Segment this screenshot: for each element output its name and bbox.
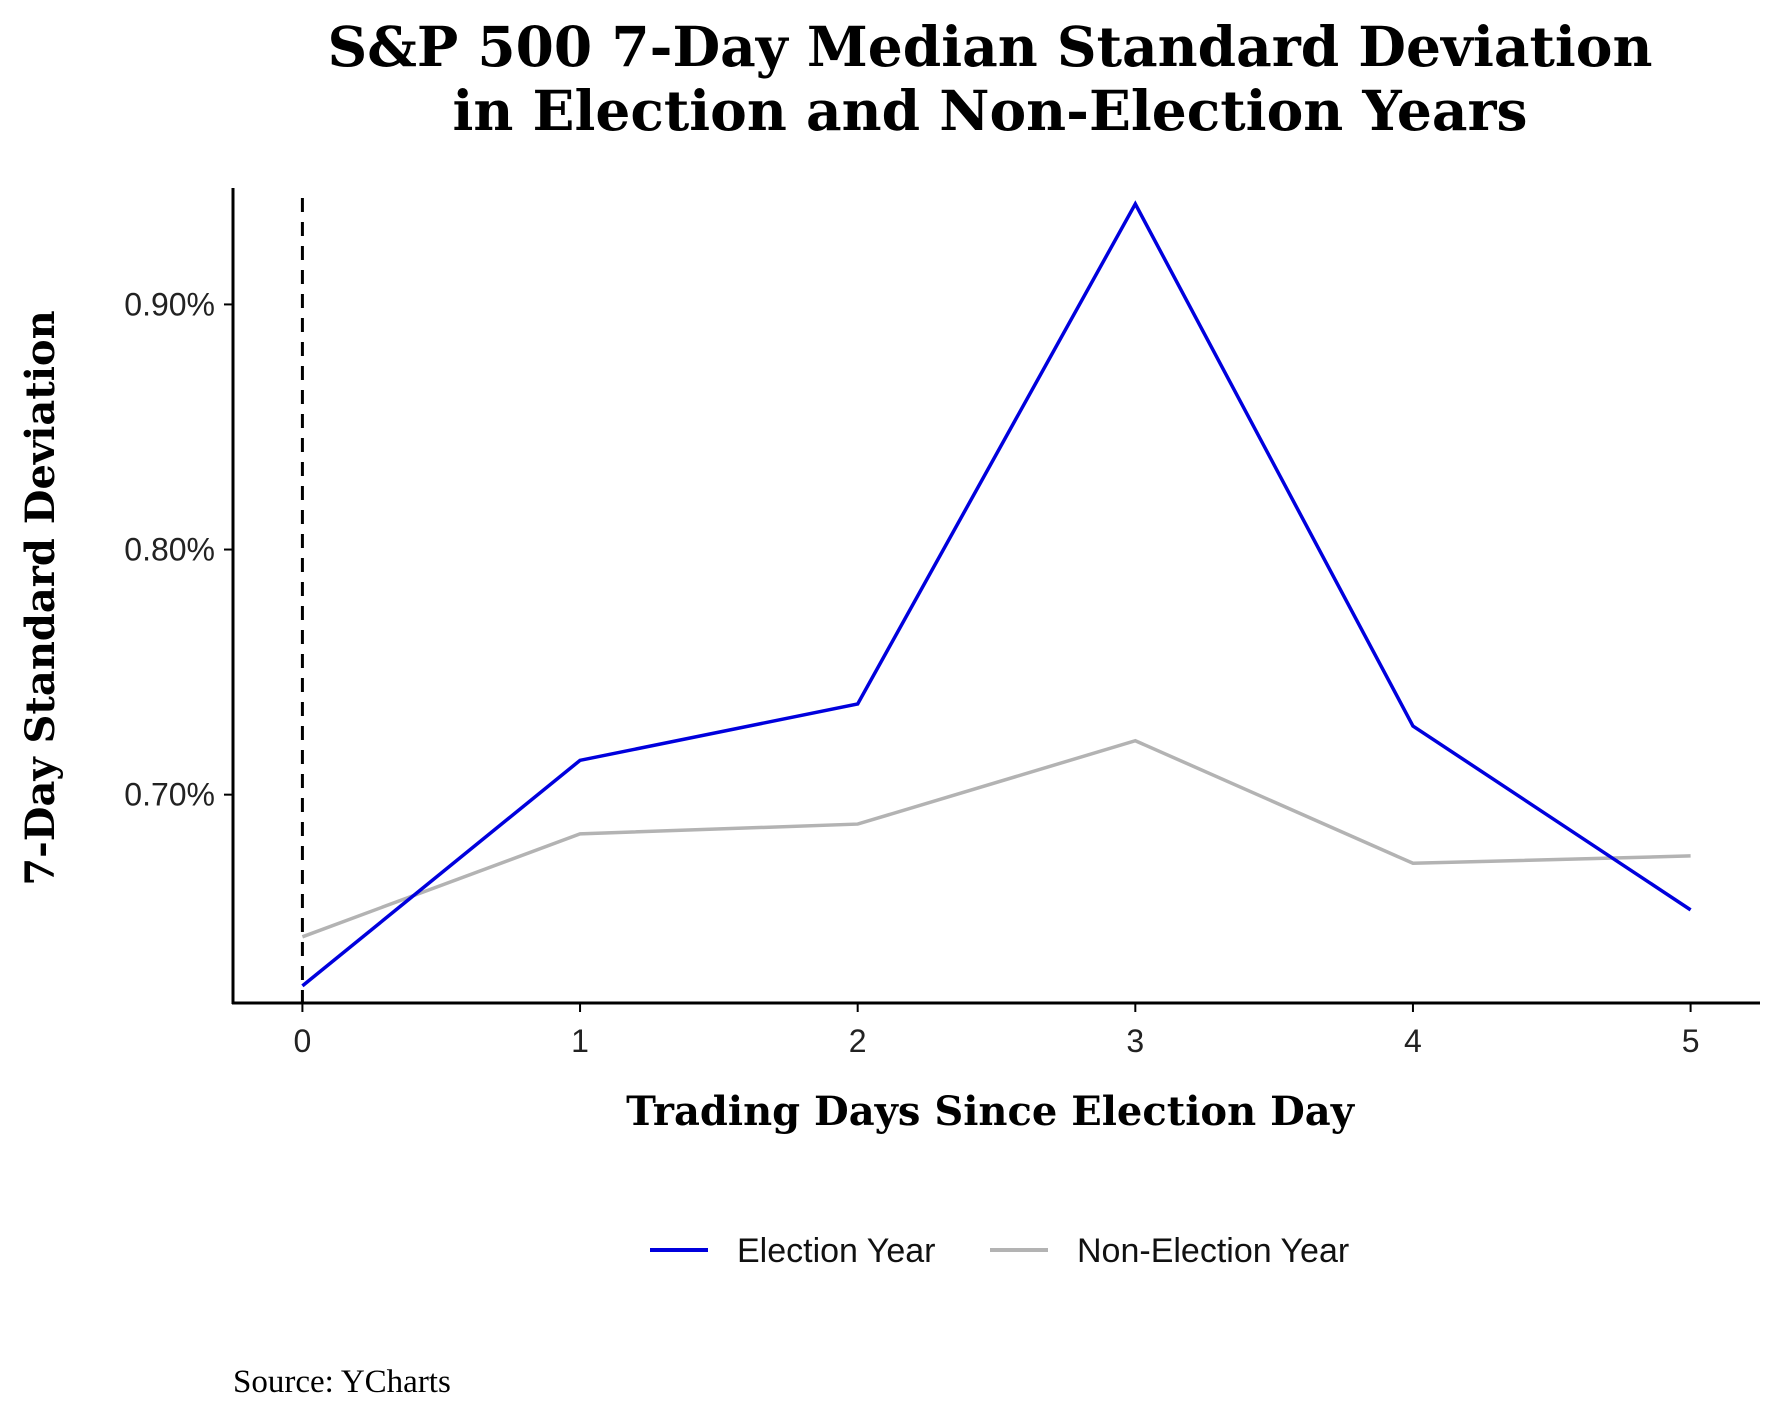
- y-tick-label: 0.80%: [124, 532, 215, 568]
- chart-title: S&P 500 7-Day Median Standard Deviation …: [328, 14, 1653, 143]
- x-tick-label: 3: [1126, 1023, 1144, 1059]
- y-tick-label: 0.90%: [124, 286, 215, 322]
- plot-area: 0 1 2 3 4 5 0.70% 0.80% 0.90%: [124, 188, 1760, 1059]
- legend-label-election-year: Election Year: [737, 1232, 936, 1270]
- x-tick-label: 1: [571, 1023, 589, 1059]
- x-tick-label: 5: [1682, 1023, 1700, 1059]
- x-axis-title: Trading Days Since Election Day: [626, 1088, 1356, 1135]
- series-line-election-year: [301, 200, 1692, 988]
- legend-label-non-election-year: Non-Election Year: [1077, 1232, 1349, 1270]
- title-line-1: S&P 500 7-Day Median Standard Deviation: [328, 14, 1653, 79]
- source-note: Source: YCharts: [233, 1364, 451, 1400]
- x-tick-label: 2: [849, 1023, 867, 1059]
- x-tick-label: 4: [1404, 1023, 1422, 1059]
- title-line-2: in Election and Non-Election Years: [453, 78, 1528, 143]
- y-axis-title: 7-Day Standard Deviation: [17, 310, 64, 885]
- x-tick-label: 0: [294, 1023, 312, 1059]
- legend: Election Year Non-Election Year: [650, 1232, 1349, 1270]
- series-line-non-election-year: [301, 738, 1691, 939]
- y-tick-label: 0.70%: [124, 777, 215, 813]
